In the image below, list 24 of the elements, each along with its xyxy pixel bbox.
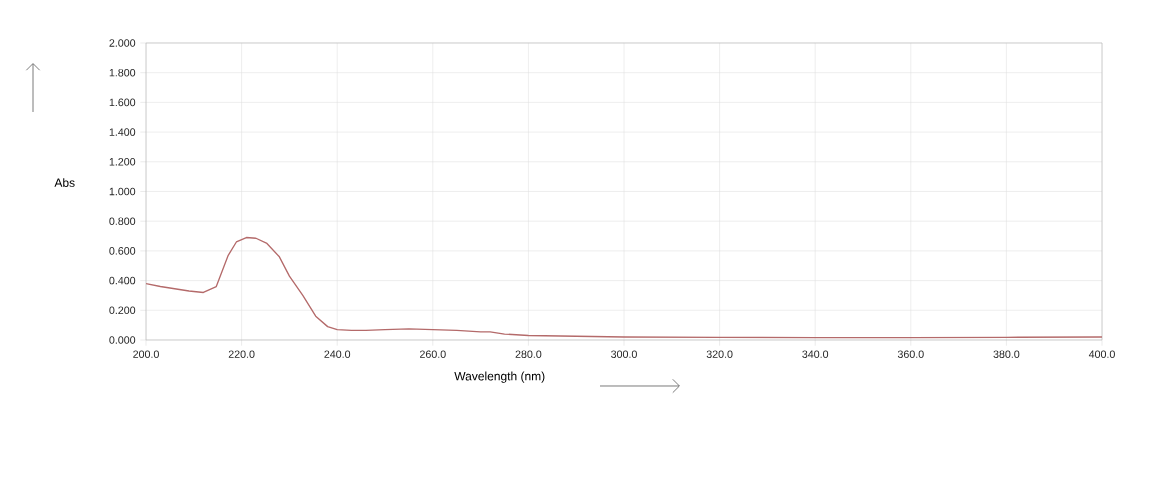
y-tick-label: 2.000 xyxy=(109,39,136,47)
x-tick-label: 340.0 xyxy=(802,350,829,358)
x-axis-title: Wavelength (nm) xyxy=(454,371,545,383)
x-tick-label: 260.0 xyxy=(420,350,446,358)
x-tick-label: 400.0 xyxy=(1088,350,1115,358)
y-tick-label: 1.000 xyxy=(109,187,136,196)
y-tick-label: 0.800 xyxy=(109,217,136,225)
x-tick-label: 280.0 xyxy=(515,350,542,358)
x-tick-label: 240.0 xyxy=(324,350,351,358)
x-tick-label: 380.0 xyxy=(993,350,1020,358)
x-tick-label: 300.0 xyxy=(611,350,637,358)
x-tick-label: 200.0 xyxy=(133,350,159,358)
x-tick-label: 220.0 xyxy=(228,350,255,358)
y-tick-label: 1.600 xyxy=(109,98,136,107)
y-axis-title: Abs xyxy=(54,178,75,187)
y-tick-label: 1.800 xyxy=(109,68,136,77)
y-tick-label: 0.400 xyxy=(109,276,136,285)
y-tick-label: 1.200 xyxy=(109,158,136,166)
x-tick-label: 360.0 xyxy=(897,350,924,358)
y-tick-label: 0.600 xyxy=(109,247,136,255)
x-tick-label: 320.0 xyxy=(706,350,733,358)
y-tick-label: 0.200 xyxy=(109,306,136,315)
y-tick-label: 0.000 xyxy=(109,336,136,344)
y-tick-label: 1.400 xyxy=(109,128,136,136)
